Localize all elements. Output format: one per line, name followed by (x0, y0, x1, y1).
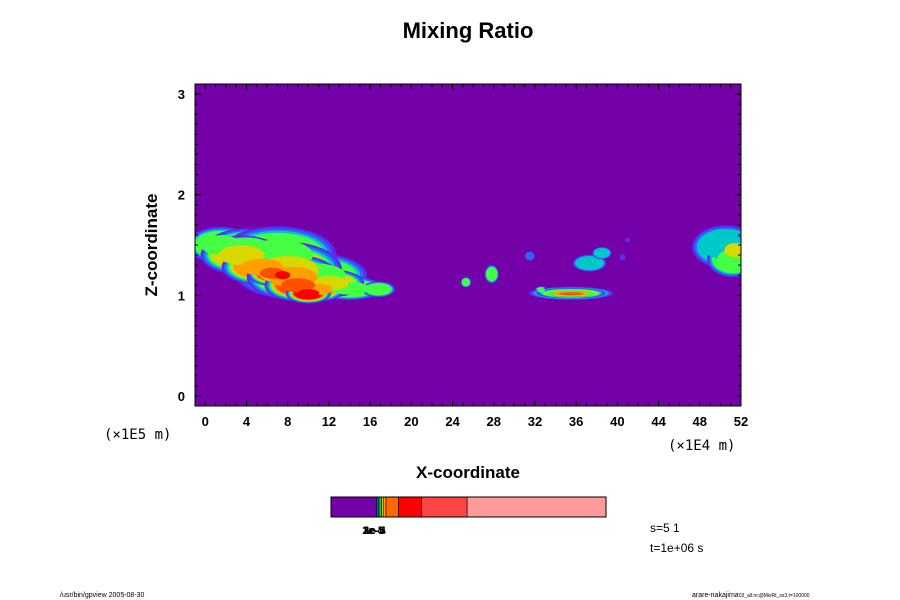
y-tick-label: 3 (178, 87, 185, 102)
x-tick-label: 12 (322, 414, 336, 429)
footer-right-main: arare-nakajima (692, 592, 739, 599)
x-tick-label: 24 (445, 414, 460, 429)
annotation-s: s=5 1 (650, 521, 680, 535)
cloud-core (462, 279, 470, 286)
cloud-core (537, 288, 546, 293)
y-scale-label: (×1E5 m) (104, 427, 171, 443)
x-axis-label: X-coordinate (416, 463, 520, 482)
cloud-core (526, 253, 534, 259)
colorbar-segment (466, 496, 607, 518)
cloud-core (595, 249, 609, 257)
colorbar-segment (330, 496, 377, 518)
x-tick-label: 36 (569, 414, 583, 429)
cloud-core (281, 278, 316, 293)
colorbar-segment (398, 496, 423, 518)
cloud-core (487, 269, 496, 280)
footer-left: /usr/bin/gpview 2005-08-30 (60, 592, 145, 599)
colorbar: 1e-52e-53e-51e-4 (330, 496, 607, 537)
footer-right-sub: 03_all.nc@MixRt_ss3,t=100000 (739, 593, 810, 599)
x-scale-label: (×1E4 m) (668, 438, 735, 454)
x-tick-label: 20 (404, 414, 418, 429)
cloud-core (625, 238, 630, 242)
y-axis-label: Z-coordinate (142, 194, 161, 297)
cloud-core (620, 254, 625, 260)
colorbar-segment (421, 496, 468, 518)
colorbar-tick-label: 1e-5 (362, 525, 384, 537)
colorbar-segment (382, 496, 387, 518)
plot-area (194, 83, 742, 407)
cloud-core (274, 270, 291, 280)
x-tick-label: 4 (243, 414, 251, 429)
colorbar-segment (385, 496, 399, 518)
colorbar-tick-label: 2e-5 (363, 525, 385, 537)
x-tick-label: 52 (734, 414, 748, 429)
x-tick-label: 0 (202, 414, 209, 429)
cloud-core (558, 292, 584, 296)
cloud-core (297, 289, 320, 298)
x-tick-label: 48 (693, 414, 707, 429)
y-tick-label: 2 (178, 188, 185, 203)
x-tick-label: 16 (363, 414, 377, 429)
x-tick-label: 32 (528, 414, 542, 429)
chart-title: Mixing Ratio (403, 18, 534, 43)
annotation-t: t=1e+06 s (650, 541, 703, 555)
colorbar-tick-label: 1e-4 (364, 525, 387, 537)
cloud-core (724, 242, 741, 258)
x-tick-label: 44 (651, 414, 666, 429)
y-tick-label: 1 (178, 288, 185, 303)
y-tick-label: 0 (178, 389, 185, 404)
footer-right: arare-nakajima03_all.nc@MixRt_ss3,t=1000… (692, 592, 810, 599)
cloud-core (578, 258, 601, 269)
colorbar-tick-label: 3e-5 (363, 525, 385, 537)
x-tick-label: 40 (610, 414, 624, 429)
x-tick-label: 8 (284, 414, 291, 429)
colorbar-frame (330, 496, 607, 518)
cloud-core (368, 285, 389, 294)
x-tick-label: 28 (487, 414, 501, 429)
